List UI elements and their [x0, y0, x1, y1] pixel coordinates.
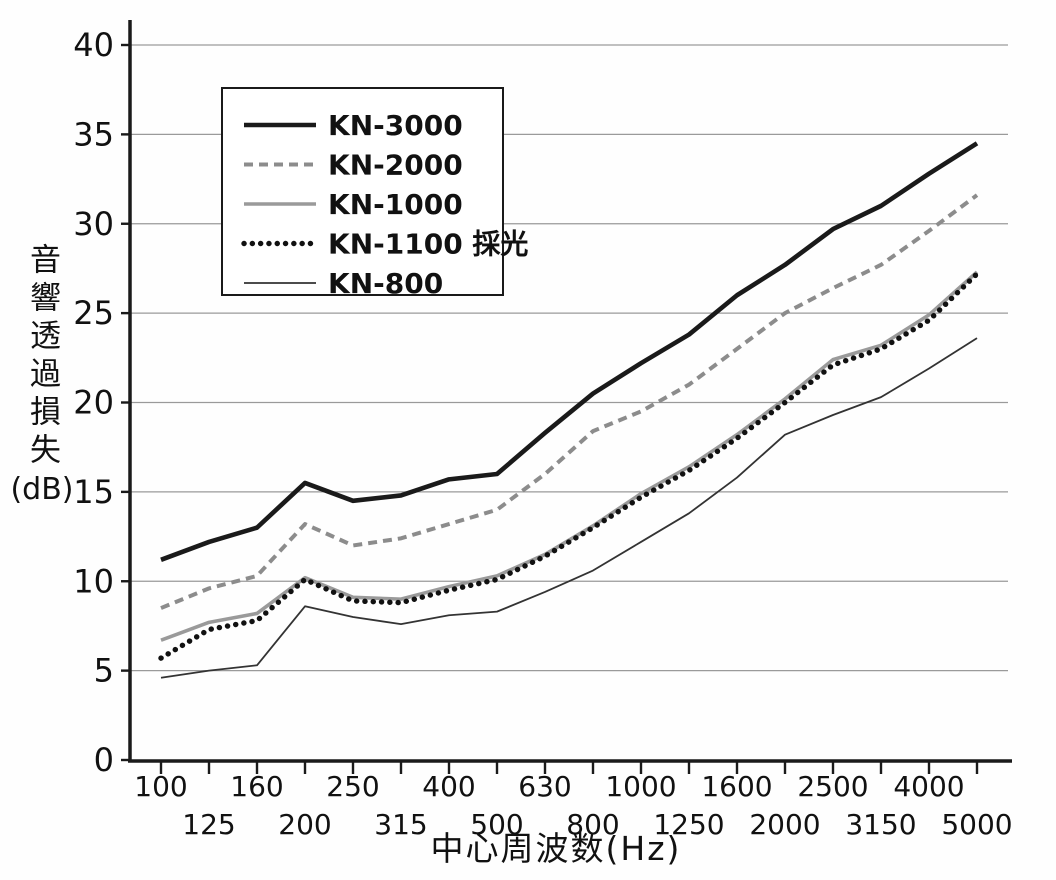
x-tick-label-630: 630 [518, 770, 571, 803]
x-tick-label-4000: 4000 [893, 770, 964, 803]
legend-label-kn-1100-採光: KN-1100 採光 [328, 228, 528, 261]
x-tick-label-2500: 2500 [797, 770, 868, 803]
x-tick-label-200: 200 [278, 808, 331, 841]
legend-label-kn-1000: KN-1000 [328, 188, 463, 221]
legend-box [221, 87, 504, 296]
x-tick-label-160: 160 [230, 770, 283, 803]
series-line-kn-2000 [160, 193, 979, 610]
series-line-kn-3000 [160, 141, 979, 562]
y-tick-label-35: 35 [73, 115, 114, 153]
y-axis-title: 音響透過損失 [24, 243, 60, 471]
y-tick-label-15: 15 [73, 473, 114, 511]
x-tick-label-250: 250 [326, 770, 379, 803]
y-tick-label-0: 0 [94, 741, 114, 779]
y-tick-label-25: 25 [73, 294, 114, 332]
legend-label-kn-3000: KN-3000 [328, 109, 463, 142]
x-tick-label-5000: 5000 [941, 808, 1012, 841]
x-tick-label-3150: 3150 [845, 808, 916, 841]
y-tick-label-30: 30 [73, 205, 114, 243]
x-tick-label-1000: 1000 [605, 770, 676, 803]
x-tick-label-125: 125 [182, 808, 235, 841]
legend-label-kn-2000: KN-2000 [328, 149, 463, 182]
legend-label-kn-800: KN-800 [328, 267, 443, 300]
x-tick-label-2000: 2000 [749, 808, 820, 841]
y-tick-label-20: 20 [73, 384, 114, 422]
x-tick-label-100: 100 [134, 770, 187, 803]
series-line-kn-1100-採光 [158, 271, 980, 661]
x-tick-label-400: 400 [422, 770, 475, 803]
y-axis-unit: (dB) [10, 472, 74, 507]
series-line-kn-800 [160, 337, 978, 679]
y-tick-label-5: 5 [94, 652, 114, 690]
y-tick-label-10: 10 [73, 562, 114, 600]
x-tick-label-315: 315 [374, 808, 427, 841]
x-tick-label-1600: 1600 [701, 770, 772, 803]
x-tick-label-800: 800 [566, 808, 619, 841]
y-tick-label-40: 40 [73, 26, 114, 64]
x-axis-title: 中心周波数(Hz) [430, 829, 682, 868]
x-tick-label-500: 500 [470, 808, 523, 841]
x-tick-label-1250: 1250 [653, 808, 724, 841]
series-line-kn-1000 [160, 270, 979, 642]
